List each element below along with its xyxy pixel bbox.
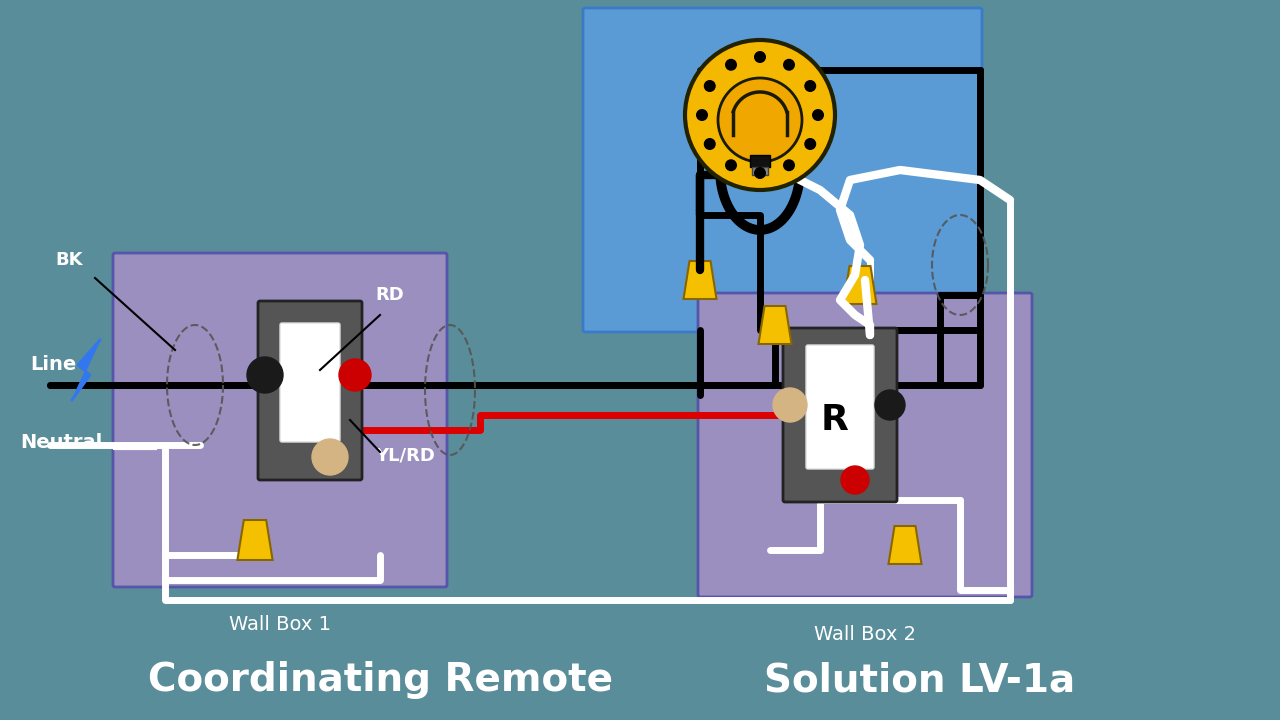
Text: Line: Line: [29, 355, 77, 374]
Text: Coordinating Remote: Coordinating Remote: [147, 661, 613, 699]
Circle shape: [841, 466, 869, 494]
Text: Wall Box 1: Wall Box 1: [229, 615, 332, 634]
FancyBboxPatch shape: [113, 253, 447, 587]
Polygon shape: [888, 526, 922, 564]
Circle shape: [724, 59, 737, 71]
Circle shape: [804, 138, 817, 150]
Text: Solution LV-1a: Solution LV-1a: [764, 661, 1075, 699]
Text: Wall Box 2: Wall Box 2: [814, 625, 916, 644]
Polygon shape: [684, 261, 717, 299]
Polygon shape: [72, 340, 100, 400]
Bar: [753, 167, 768, 175]
FancyBboxPatch shape: [698, 293, 1032, 597]
Circle shape: [704, 80, 716, 92]
Text: RD: RD: [375, 286, 403, 304]
FancyBboxPatch shape: [259, 301, 362, 480]
Circle shape: [312, 439, 348, 475]
Text: YL/RD: YL/RD: [375, 446, 435, 464]
Polygon shape: [759, 306, 791, 344]
Polygon shape: [237, 520, 273, 560]
Circle shape: [812, 109, 824, 121]
FancyBboxPatch shape: [280, 323, 340, 442]
Circle shape: [783, 59, 795, 71]
Circle shape: [804, 80, 817, 92]
Circle shape: [754, 51, 765, 63]
Circle shape: [773, 388, 806, 422]
Circle shape: [339, 359, 371, 391]
Circle shape: [704, 138, 716, 150]
Circle shape: [696, 109, 708, 121]
FancyBboxPatch shape: [582, 8, 982, 332]
FancyBboxPatch shape: [783, 328, 897, 502]
Circle shape: [685, 40, 835, 190]
Text: R: R: [820, 403, 849, 437]
Circle shape: [247, 357, 283, 393]
Text: Neutral: Neutral: [20, 433, 102, 452]
Circle shape: [754, 167, 765, 179]
Circle shape: [876, 390, 905, 420]
Circle shape: [783, 159, 795, 171]
FancyBboxPatch shape: [806, 345, 874, 469]
Bar: [750, 155, 771, 167]
Circle shape: [718, 78, 803, 162]
Text: BK: BK: [55, 251, 82, 269]
Polygon shape: [844, 266, 877, 304]
Circle shape: [724, 159, 737, 171]
